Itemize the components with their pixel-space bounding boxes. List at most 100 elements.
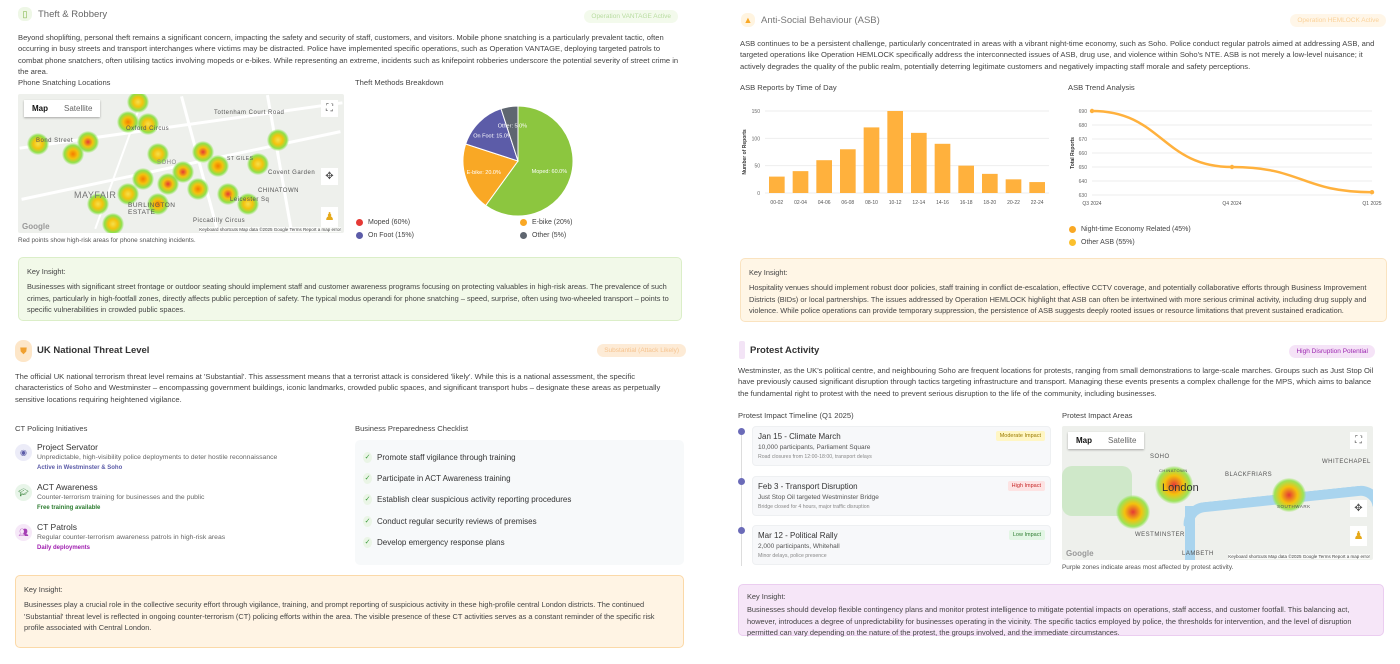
check-icon: ✓ <box>363 473 372 484</box>
bar-02-04 <box>792 171 809 193</box>
x-tick-label: 00-02 <box>770 200 783 206</box>
theft-methods-pie: Moped: 60.0% E-bike: 20.0% On Foot: 15.0% O… <box>462 105 574 217</box>
heatmap-point <box>102 213 124 233</box>
protest-title: Protest Activity <box>750 345 820 356</box>
insight-text: Businesses with significant street front… <box>27 282 669 315</box>
heatmap-point <box>237 193 259 215</box>
ct-item-tag: Daily deployments <box>37 545 91 551</box>
x-tick-label: Q4 2024 <box>1222 201 1241 207</box>
legend-label: Night-time Economy Related (45%) <box>1081 226 1191 233</box>
map-label: Oxford Circus <box>126 126 170 132</box>
ct-item-title: CT Patrols <box>37 522 77 532</box>
y-tick-label: 100 <box>752 136 761 142</box>
pie-slice-label: Moped: 60.0% <box>532 169 568 175</box>
insight-title: Key Insight: <box>749 268 788 277</box>
phone-snatching-map[interactable]: Tottenham Court Road Oxford Circus Bond … <box>18 94 344 233</box>
y-tick-label: 660 <box>1079 151 1088 157</box>
bar-20-22 <box>1005 179 1022 193</box>
heatmap-point <box>157 173 179 195</box>
x-tick-label: 02-04 <box>794 200 807 206</box>
x-tick-label: 08-10 <box>865 200 878 206</box>
event-title: Feb 3 - Transport Disruption <box>758 482 858 491</box>
map-label: ST GILES <box>227 156 254 162</box>
event-title: Mar 12 - Political Rally <box>758 531 838 540</box>
fullscreen-icon[interactable]: ⛶ <box>321 100 338 117</box>
timeline-dot <box>738 428 745 435</box>
map-attribution[interactable]: Keyboard shortcuts Map data ©2025 Google… <box>1228 554 1370 559</box>
map-label: BURLINGTON ESTATE <box>128 202 176 216</box>
event-detail: 2,000 participants, Whitehall <box>758 543 840 550</box>
satellite-tab[interactable]: Satellite <box>64 104 93 113</box>
users-icon: 👥︎ <box>15 524 32 541</box>
asb-insight: Key Insight: Hospitality venues should i… <box>740 258 1387 322</box>
pegman-icon[interactable]: ♟ <box>1350 526 1367 546</box>
check-icon: ✓ <box>363 537 372 548</box>
location-icon[interactable]: ✥ <box>321 168 338 185</box>
ct-item-title: Project Servator <box>37 442 98 452</box>
heatmap-point <box>217 183 239 205</box>
y-tick-label: 680 <box>1079 123 1088 129</box>
ct-item-tag: Active in Westminster & Soho <box>37 465 123 471</box>
map-label: Covent Garden <box>268 170 316 176</box>
bar-08-10 <box>863 127 880 193</box>
legend-item[interactable]: E-bike (20%) <box>520 219 572 226</box>
checklist-label: Promote staff vigilance through training <box>377 453 516 462</box>
bar-14-16 <box>934 143 951 193</box>
timeline-title: Protest Impact Timeline (Q1 2025) <box>738 411 854 420</box>
x-tick-label: 22-24 <box>1031 200 1044 206</box>
x-tick-label: 14-16 <box>936 200 949 206</box>
x-tick-label: Q3 2024 <box>1082 201 1101 207</box>
map-tab[interactable]: Map <box>32 104 48 113</box>
theft-paragraph: Beyond shoplifting, personal theft remai… <box>18 33 679 77</box>
heatmap-point <box>137 113 159 135</box>
legend-item[interactable]: Moped (60%) <box>356 219 410 226</box>
map-type-control[interactable]: Map Satellite <box>1068 432 1145 449</box>
shield-icon: ⛊ <box>15 340 32 362</box>
legend-item[interactable]: Night-time Economy Related (45%) <box>1069 226 1191 233</box>
x-tick-label: 04-06 <box>818 200 831 206</box>
legend-item[interactable]: Other ASB (55%) <box>1069 239 1135 246</box>
threat-title: UK National Threat Level <box>37 345 150 356</box>
fullscreen-icon[interactable]: ⛶ <box>1350 432 1367 449</box>
map-label: Leicester Sq <box>230 197 270 203</box>
theft-title: Theft & Robbery <box>38 9 108 20</box>
legend-label: Other ASB (55%) <box>1081 239 1135 246</box>
legend-label: E-bike (20%) <box>532 219 573 226</box>
event-note: Road closures from 12:00-18:00, transpor… <box>758 454 872 460</box>
legend-swatch <box>1069 239 1076 246</box>
heatmap-point <box>207 155 229 177</box>
protest-paragraph: Westminster, as the UK's political centr… <box>738 366 1374 398</box>
map-label: MAYFAIR <box>74 190 117 200</box>
y-tick-label: 630 <box>1079 193 1088 199</box>
map-label: SOUTHWARK <box>1277 504 1311 509</box>
map-attribution[interactable]: Keyboard shortcuts Map data ©2025 Google… <box>199 227 341 232</box>
eye-icon: ◉ <box>15 444 32 461</box>
map-tab[interactable]: Map <box>1076 436 1092 445</box>
pie-slice-moped <box>484 105 574 217</box>
satellite-tab[interactable]: Satellite <box>1108 436 1137 445</box>
heatmap-point <box>117 111 139 133</box>
location-icon[interactable]: ✥ <box>1350 500 1367 517</box>
insight-text: Hospitality venues should implement robu… <box>749 283 1367 316</box>
insight-title: Key Insight: <box>27 267 66 276</box>
event-title: Jan 15 - Climate March <box>758 432 841 441</box>
protest-impact-map[interactable]: SOHO London WESTMINSTER BLACKFRIARS WHIT… <box>1062 426 1373 560</box>
insight-title: Key Insight: <box>24 585 63 594</box>
asb-paragraph: ASB continues to be a persistent challen… <box>740 39 1375 71</box>
heatmap-point <box>147 193 169 215</box>
threat-badge: Substantial (Attack Likely) <box>597 344 686 357</box>
legend-item[interactable]: On Foot (15%) <box>356 232 414 239</box>
pie-slice-label: On Foot: 15.0% <box>473 134 512 140</box>
ct-initiatives-title: CT Policing Initiatives <box>15 424 88 433</box>
map-type-control[interactable]: Map Satellite <box>24 100 101 117</box>
bar-10-12 <box>887 111 903 193</box>
legend-item[interactable]: Other (5%) <box>520 232 566 239</box>
pegman-icon[interactable]: ♟ <box>321 207 338 227</box>
y-tick-label: 690 <box>1079 109 1088 115</box>
x-tick-label: 20-22 <box>1007 200 1020 206</box>
map-label: WHITECHAPEL <box>1322 459 1371 465</box>
heatmap-point <box>267 129 289 151</box>
map-label: London <box>1162 482 1199 494</box>
heatmap-point <box>187 178 209 200</box>
heatmap-point <box>192 141 214 163</box>
